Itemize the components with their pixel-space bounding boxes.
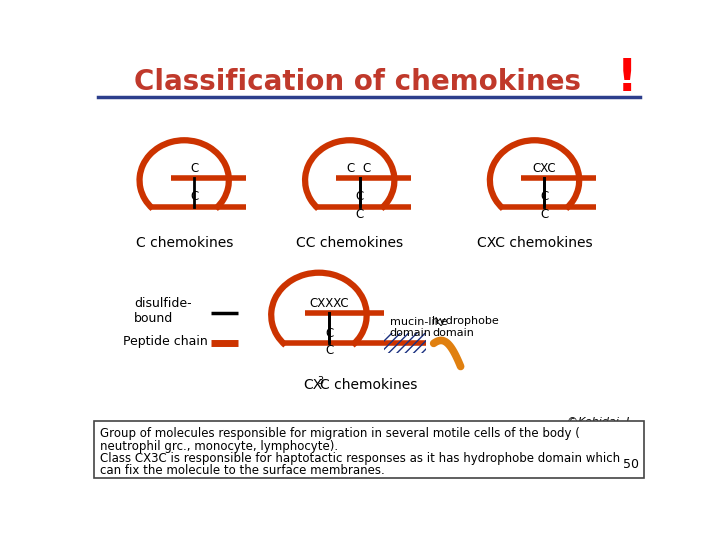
Text: Classification of chemokines: Classification of chemokines bbox=[134, 68, 581, 96]
Text: CX: CX bbox=[304, 378, 323, 392]
Text: neutrophil grc., monocyte, lymphocyte).: neutrophil grc., monocyte, lymphocyte). bbox=[99, 440, 338, 453]
FancyBboxPatch shape bbox=[94, 421, 644, 477]
Text: C: C bbox=[356, 190, 364, 203]
Text: 50: 50 bbox=[623, 457, 639, 470]
Text: ©Kohidai, L.: ©Kohidai, L. bbox=[567, 417, 636, 428]
Text: C: C bbox=[190, 190, 198, 203]
Text: 3: 3 bbox=[318, 376, 323, 386]
Text: CC chemokines: CC chemokines bbox=[296, 236, 403, 249]
Text: C: C bbox=[540, 190, 549, 203]
Text: Class CX3C is responsible for haptotactic responses as it has hydrophobe domain : Class CX3C is responsible for haptotacti… bbox=[99, 452, 620, 465]
Text: C: C bbox=[190, 162, 198, 175]
Text: CXXXC: CXXXC bbox=[310, 297, 349, 310]
Text: hydrophobe
domain: hydrophobe domain bbox=[432, 316, 499, 338]
Text: CXC chemokines: CXC chemokines bbox=[477, 236, 593, 249]
Text: C chemokines: C chemokines bbox=[135, 236, 233, 249]
Text: C: C bbox=[540, 208, 549, 221]
Text: mucin-like
domain: mucin-like domain bbox=[390, 317, 447, 339]
Text: C: C bbox=[362, 162, 370, 175]
Text: C: C bbox=[325, 345, 333, 357]
Text: Peptide chain: Peptide chain bbox=[122, 335, 207, 348]
Text: CXC: CXC bbox=[533, 162, 556, 175]
Text: !: ! bbox=[617, 57, 637, 100]
Text: Group of molecules responsible for migration in several motile cells of the body: Group of molecules responsible for migra… bbox=[99, 428, 580, 441]
Text: C: C bbox=[347, 162, 355, 175]
Text: disulfide-
bound: disulfide- bound bbox=[134, 296, 192, 325]
Bar bbox=[384, 333, 426, 353]
Text: C chemokines: C chemokines bbox=[320, 378, 418, 392]
Text: C: C bbox=[325, 327, 333, 340]
Text: C: C bbox=[356, 208, 364, 221]
Text: can fix the molecule to the surface membranes.: can fix the molecule to the surface memb… bbox=[99, 464, 384, 477]
